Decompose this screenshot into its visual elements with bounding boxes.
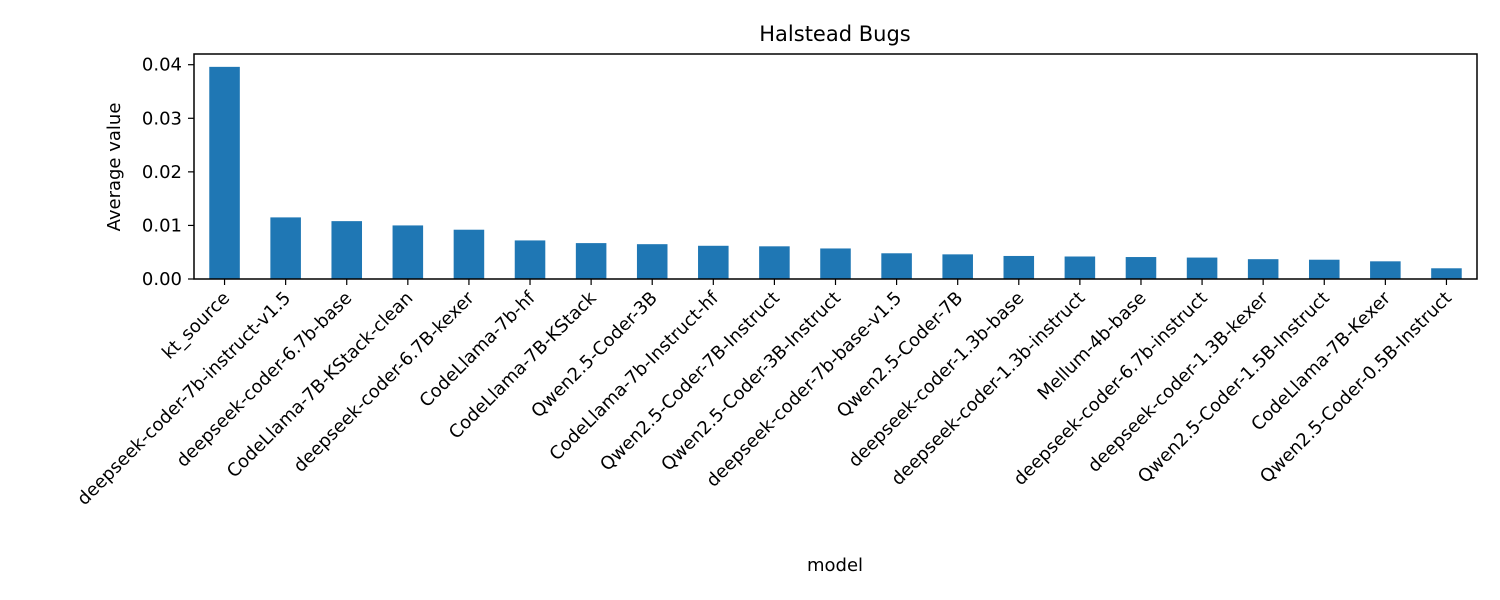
y-tick-label: 0.04 bbox=[142, 55, 182, 76]
y-tick-label: 0.03 bbox=[142, 108, 182, 129]
plot-frame bbox=[193, 53, 1478, 280]
y-axis: 0.00 0.01 0.02 0.03 0.04 bbox=[142, 55, 194, 290]
bar bbox=[759, 246, 790, 279]
chart-title: Halstead Bugs bbox=[759, 22, 910, 46]
bar bbox=[209, 66, 240, 279]
bar bbox=[331, 221, 363, 279]
bar bbox=[1186, 257, 1218, 279]
bar bbox=[1247, 259, 1279, 279]
y-axis-label: Average value bbox=[104, 103, 125, 232]
x-tick-label: Mellum-4b-base bbox=[1034, 288, 1151, 405]
y-tick-label: 0.01 bbox=[142, 215, 182, 236]
y-tick-label: 0.02 bbox=[142, 162, 182, 183]
bar bbox=[453, 229, 485, 279]
bar bbox=[514, 240, 546, 279]
bar bbox=[392, 225, 424, 279]
bar bbox=[820, 248, 851, 279]
bar bbox=[575, 243, 607, 279]
bar bbox=[636, 244, 668, 279]
bar bbox=[1370, 261, 1401, 279]
y-tick-label: 0.00 bbox=[142, 269, 182, 290]
bar bbox=[942, 254, 973, 279]
bar bbox=[1308, 259, 1340, 279]
bar bbox=[1125, 257, 1157, 279]
x-tick-label: deepseek-coder-7b-instruct-v1.5 bbox=[73, 288, 295, 510]
bar bbox=[698, 245, 729, 279]
bars-group bbox=[209, 66, 1462, 279]
bar bbox=[1064, 256, 1096, 279]
x-axis: kt_sourcedeepseek-coder-7b-instruct-v1.5… bbox=[73, 279, 1456, 510]
bar bbox=[270, 217, 301, 279]
bar bbox=[1431, 268, 1462, 279]
bar bbox=[1003, 255, 1035, 279]
bar bbox=[881, 253, 912, 279]
x-axis-label: model bbox=[807, 555, 863, 576]
x-tick-label: CodeLlama-7b-hf bbox=[416, 287, 540, 411]
